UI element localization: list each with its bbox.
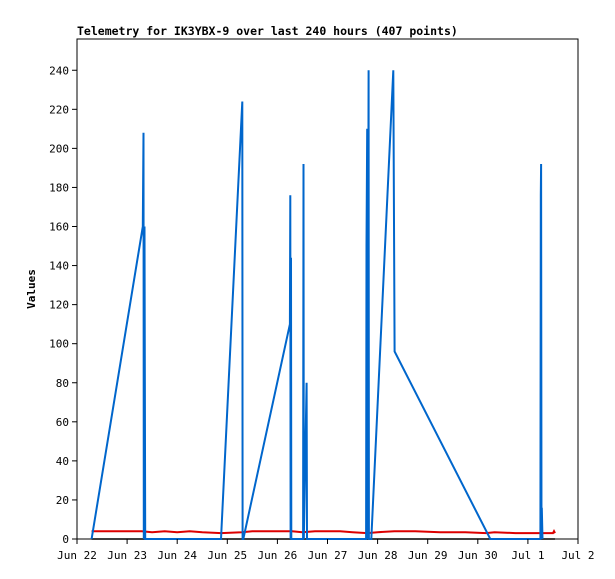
series-layer (90, 70, 556, 540)
y-tick-label: 200 (49, 142, 69, 155)
y-tick-label: 40 (56, 455, 69, 468)
series-line-red (91, 529, 556, 535)
x-axis: Jun 22 Jun 23 Jun 24 Jun 25 Jun 26 Jun 27 Jun … (57, 539, 595, 562)
x-tick-label: Jun 28 (358, 549, 398, 562)
x-tick-label: Jun 26 (258, 549, 298, 562)
y-axis-label: Values (25, 269, 38, 309)
x-tick-label: Jun 22 (57, 549, 97, 562)
x-tick-label: Jun 23 (107, 549, 147, 562)
y-tick-label: 160 (49, 221, 69, 234)
x-tick-label: Jun 30 (458, 549, 498, 562)
y-tick-label: 120 (49, 299, 69, 312)
y-tick-label: 220 (49, 103, 69, 116)
series-line-blue (90, 70, 544, 540)
y-tick-label: 20 (56, 494, 69, 507)
y-tick-label: 80 (56, 377, 69, 390)
chart-title: Telemetry for IK3YBX-9 over last 240 hou… (77, 24, 458, 38)
y-axis: 0 20 40 60 80 100 120 140 160 180 200 220 240 (49, 64, 77, 546)
y-tick-label: 60 (56, 416, 69, 429)
y-tick-label: 180 (49, 181, 69, 194)
x-tick-label: Jun 24 (157, 549, 197, 562)
x-tick-label: Jun 27 (308, 549, 348, 562)
plot-area (76, 38, 579, 540)
x-tick-label: Jun 25 (207, 549, 247, 562)
y-tick-label: 240 (49, 64, 69, 77)
x-tick-label: Jun 29 (408, 549, 448, 562)
x-tick-label: Jul 2 (561, 549, 594, 562)
y-tick-label: 100 (49, 338, 69, 351)
y-tick-label: 0 (62, 533, 69, 546)
y-tick-label: 140 (49, 260, 69, 273)
x-tick-label: Jul 1 (511, 549, 544, 562)
